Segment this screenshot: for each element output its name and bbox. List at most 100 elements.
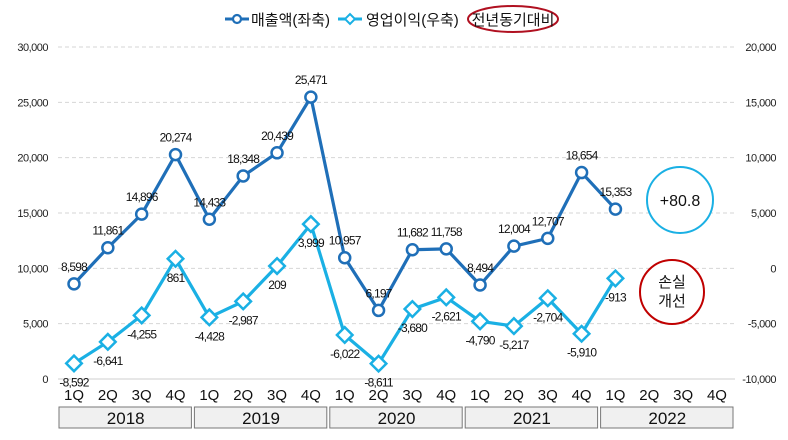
sales-point	[405, 242, 420, 257]
op-profit-point	[132, 305, 152, 325]
sales-data-label: 12,004	[498, 222, 531, 236]
sales-point	[608, 202, 623, 216]
gridlines	[58, 46, 735, 380]
quarter-label: 4Q	[572, 387, 592, 404]
sales-point	[507, 239, 521, 253]
annotation-growth-text: +80.8	[660, 193, 701, 210]
quarter-label: 3Q	[267, 387, 287, 404]
quarter-label: 1Q	[470, 387, 490, 404]
quarter-label: 4Q	[166, 387, 186, 404]
sales-data-label: 20,439	[261, 129, 294, 143]
sales-point	[473, 278, 487, 292]
op-profit-data-label: -6,641	[93, 354, 123, 368]
op-profit-data-label: -5,910	[567, 346, 597, 360]
annotation-sales-growth: +80.8	[646, 166, 714, 234]
quarter-label: 4Q	[436, 387, 456, 404]
quarter-label: 1Q	[335, 387, 355, 404]
year-label: 2020	[378, 409, 416, 428]
sales-data-label: 11,682	[397, 226, 429, 240]
legend-yoy-label: 전년동기대비	[472, 12, 555, 29]
sales-point	[168, 147, 183, 162]
legend: 매출액(좌축) 영업이익(우축) 전년동기대비	[225, 5, 559, 33]
op-profit-point	[402, 299, 422, 319]
year-box	[329, 406, 463, 429]
left-tick-label: 5,000	[23, 319, 48, 331]
op-profit-point	[605, 268, 625, 288]
year-label: 2019	[242, 409, 280, 428]
sales-data-label: 8,494	[467, 261, 494, 275]
left-tick-label: 30,000	[17, 42, 48, 54]
op-profit-point	[369, 354, 389, 374]
operating-profit-series: -8,592 -6,641 -4,255 861 -4,428 -2,987 209 3,99…	[59, 214, 628, 390]
op-profit-point	[538, 288, 558, 308]
sales-data-label: 18,654	[566, 149, 599, 163]
sales-point	[541, 231, 555, 246]
legend-op-marker-icon	[343, 12, 357, 26]
series: 8,598 11,861 14,896 20,274 14,433 18,34820,43…	[59, 73, 633, 390]
op-profit-data-label: -4,790	[465, 333, 495, 347]
op-profit-data-label: 3,999	[298, 236, 325, 250]
sales-point	[439, 242, 453, 256]
op-profit-point	[64, 353, 84, 373]
op-profit-data-label: -6,022	[330, 347, 360, 361]
quarter-label: 1Q	[605, 387, 625, 404]
legend-op-label: 영업이익(우축)	[366, 12, 459, 29]
quarter-label: 3Q	[402, 387, 422, 404]
year-label: 2018	[107, 409, 145, 428]
op-profit-data-label: 209	[268, 278, 287, 292]
quarter-label: 1Q	[199, 387, 219, 404]
quarter-label: 1Q	[64, 387, 84, 404]
quarter-label: 3Q	[538, 387, 558, 404]
quarter-label: 4Q	[301, 387, 321, 404]
op-profit-point	[165, 249, 186, 269]
left-tick-label: 0	[42, 374, 48, 386]
sales-point	[337, 250, 352, 265]
left-tick-label: 15,000	[17, 208, 48, 220]
sales-data-label: 20,274	[160, 131, 193, 145]
op-profit-point	[301, 214, 321, 234]
op-profit-point	[98, 332, 118, 352]
quarter-label: 4Q	[707, 387, 727, 404]
sales-data-label: 6,197	[366, 286, 393, 300]
op-profit-data-label: -5,217	[499, 338, 529, 352]
op-profit-data-label: 861	[167, 271, 186, 285]
op-profit-data-label: -8,592	[59, 375, 89, 389]
sales-point	[202, 212, 217, 227]
left-axis-ticks: 0 5,000 10,000 15,000 20,000 25,000 30,000	[17, 42, 49, 386]
sales-point	[101, 240, 115, 255]
sales-data-label: 12,707	[532, 214, 565, 228]
op-profit-data-label: -913	[605, 290, 627, 304]
left-tick-label: 25,000	[17, 97, 48, 109]
quarter-label: 2Q	[98, 387, 118, 404]
quarter-label: 2Q	[233, 387, 253, 404]
year-box	[58, 406, 192, 429]
sales-point	[574, 165, 589, 180]
left-tick-label: 10,000	[17, 263, 48, 275]
year-box	[464, 406, 599, 429]
right-tick-label: -5,000	[748, 319, 777, 331]
sales-point	[134, 207, 149, 221]
quarter-label: 3Q	[673, 387, 693, 404]
op-profit-data-label: -2,987	[229, 313, 259, 327]
op-profit-point	[504, 316, 524, 336]
annotation-loss-line1: 손실	[658, 274, 686, 291]
annotation-loss-improved: 손실 개선	[639, 259, 705, 325]
op-profit-data-label: -2,704	[533, 310, 563, 324]
op-profit-point	[199, 307, 219, 327]
op-profit-data-label: -3,680	[398, 321, 428, 335]
year-box	[193, 406, 328, 429]
sales-data-label: 11,861	[92, 224, 124, 238]
right-tick-label: 15,000	[745, 97, 776, 109]
sales-point	[270, 146, 284, 160]
op-profit-data-label: -8,611	[364, 376, 393, 390]
right-tick-label: 5,000	[751, 208, 776, 220]
quarter-label: 2Q	[369, 387, 389, 404]
sales-point	[371, 303, 386, 318]
left-tick-label: 20,000	[17, 153, 48, 165]
sales-point	[304, 90, 318, 104]
sales-point	[236, 169, 250, 183]
sales-data-label: 11,758	[431, 225, 463, 239]
op-profit-point	[470, 311, 490, 331]
year-label: 2021	[513, 409, 551, 428]
